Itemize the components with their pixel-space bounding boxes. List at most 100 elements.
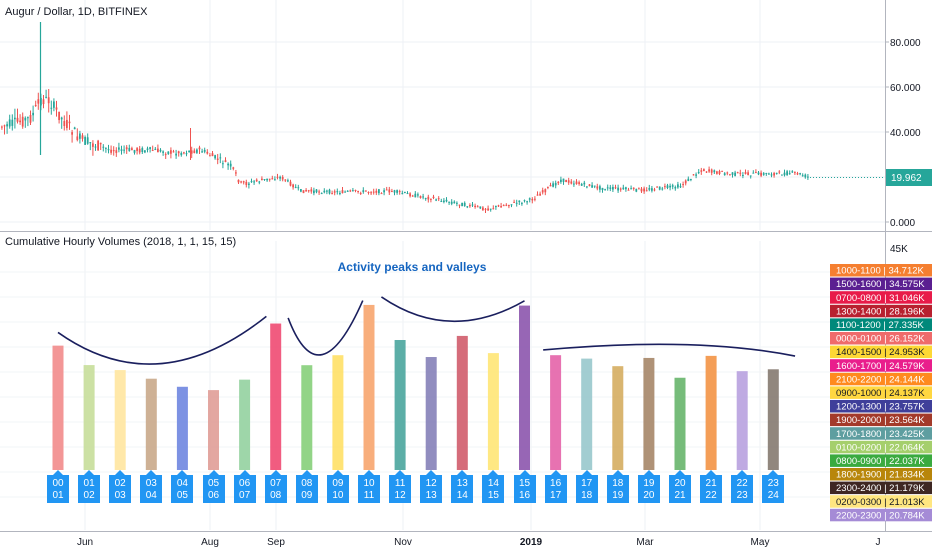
- price-candle-body: [333, 191, 336, 193]
- price-candle-body: [575, 181, 578, 185]
- price-candle-body: [739, 172, 742, 174]
- time-axis-label: Nov: [394, 537, 412, 548]
- price-candle-body: [292, 184, 294, 188]
- price-candle-body: [341, 190, 344, 194]
- price-candle-body: [430, 198, 432, 200]
- legend-swatch: [830, 372, 932, 386]
- price-candle-body: [11, 119, 14, 126]
- price-candle-body: [560, 179, 562, 182]
- price-candle-body: [562, 178, 565, 182]
- price-candle-body: [606, 187, 609, 189]
- hour-label-text: 20: [643, 490, 655, 501]
- legend-label: 1600-1700 | 24.579K: [836, 361, 925, 372]
- price-candle-body: [554, 182, 557, 186]
- hour-label-0405: 04 05: [171, 470, 194, 503]
- price-candle-body: [544, 189, 547, 193]
- price-candle-body: [463, 202, 466, 206]
- bar-1415: [487, 353, 499, 470]
- price-candle-body: [352, 190, 354, 192]
- legend-swatch: [830, 291, 932, 304]
- price-candle-body: [102, 146, 105, 148]
- price-candle-body: [731, 172, 734, 175]
- price-candle-body: [775, 172, 778, 174]
- price-candle-body: [258, 181, 261, 183]
- hour-label-text: 03: [114, 490, 126, 501]
- hour-label-text: 11: [394, 478, 406, 489]
- price-candle-body: [222, 163, 224, 165]
- price-candle-body: [229, 163, 232, 167]
- price-candle-body: [396, 190, 398, 193]
- price-candle-body: [8, 119, 11, 127]
- bar-2324: [767, 369, 779, 470]
- legend-swatch: [830, 413, 932, 427]
- symbol-title[interactable]: Augur / Dollar, 1D, BITFINEX: [5, 6, 148, 18]
- price-candle-body: [638, 188, 640, 190]
- price-candle-body: [804, 174, 807, 178]
- trend-curve: [380, 296, 525, 323]
- price-candle-body: [193, 150, 196, 153]
- price-candle-body: [164, 154, 167, 156]
- hour-label-text: 15: [518, 478, 531, 489]
- bar-0405: [176, 386, 188, 470]
- hour-label-1213: 12 13: [420, 470, 443, 503]
- price-candle-body: [318, 191, 320, 193]
- price-candle-body: [770, 174, 773, 176]
- price-candle-body: [424, 198, 427, 200]
- hour-label-text: 13: [425, 490, 437, 501]
- hour-label-text: 02: [114, 478, 126, 489]
- bar-0809: [301, 365, 313, 470]
- price-candle-body: [201, 151, 203, 153]
- price-candle-body: [297, 187, 300, 189]
- price-candle-body: [50, 107, 53, 109]
- price-candle-body: [526, 201, 528, 203]
- price-candle-body: [365, 190, 367, 192]
- price-candle-body: [510, 204, 513, 206]
- price-candle-body: [167, 151, 170, 154]
- price-candle-body: [29, 114, 32, 123]
- price-candle-body: [591, 185, 593, 188]
- price-candle-body: [216, 158, 219, 160]
- price-candle-body: [138, 148, 141, 153]
- hour-label-text: 11: [363, 490, 375, 501]
- price-candle-body: [120, 149, 123, 151]
- hour-label-text: 08: [270, 490, 282, 501]
- hour-label-0304: 03 04: [140, 470, 163, 503]
- legend-label: 1200-1300 | 23.757K: [836, 402, 925, 413]
- price-candle-body: [68, 121, 71, 124]
- price-candle-body: [370, 192, 372, 194]
- price-candle-body: [593, 185, 596, 187]
- price-candle-body: [495, 205, 497, 208]
- price-candle-body: [16, 117, 19, 122]
- price-candle-body: [773, 173, 775, 176]
- indicator-title[interactable]: Cumulative Hourly Volumes (2018, 1, 1, 1…: [5, 236, 237, 248]
- price-candle-body: [141, 148, 144, 152]
- hour-label-2122: 21 22: [700, 470, 723, 503]
- legend-swatch: [830, 400, 932, 413]
- bar-1617: [550, 355, 562, 470]
- price-candle-body: [302, 190, 305, 194]
- price-candle-body: [196, 149, 198, 153]
- price-candle-body: [271, 178, 274, 180]
- hour-label-text: 23: [767, 478, 779, 489]
- time-axis-label: Aug: [201, 537, 219, 548]
- price-candle-body: [630, 188, 632, 190]
- hour-label-0506: 05 06: [202, 470, 225, 503]
- price-candle-body: [63, 121, 66, 127]
- price-candle-body: [274, 179, 276, 181]
- price-candle-body: [359, 192, 362, 194]
- bar-1213: [425, 357, 437, 470]
- price-candle-body: [315, 189, 318, 193]
- price-candle-body: [190, 150, 193, 154]
- price-candle-body: [757, 172, 760, 175]
- price-candle-body: [440, 201, 443, 203]
- hour-label-text: 23: [736, 490, 748, 501]
- bar-0304: [145, 378, 157, 470]
- price-candle-body: [128, 147, 131, 151]
- hour-label-1819: 18 19: [606, 470, 629, 503]
- price-candle-body: [627, 189, 630, 191]
- price-candle-body: [801, 175, 804, 177]
- price-candle-body: [643, 188, 645, 192]
- price-candle-body: [614, 187, 617, 189]
- price-candle-body: [281, 176, 284, 180]
- price-candle-body: [487, 208, 489, 211]
